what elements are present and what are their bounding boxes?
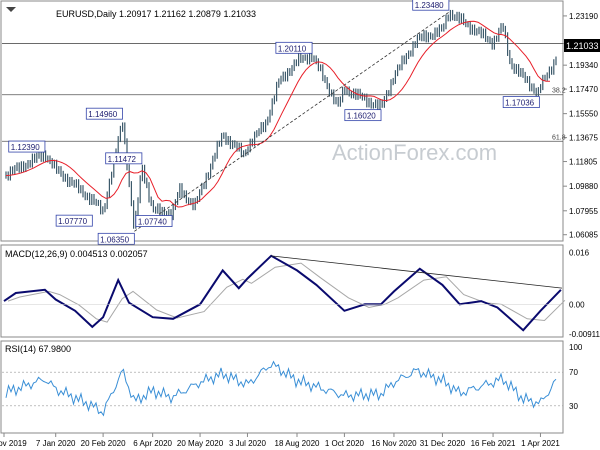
x-tick-label-9: 31 Dec 2020	[420, 439, 466, 448]
price-tick-label-9: 1.06085	[569, 231, 598, 240]
dropdown-arrow-icon[interactable]	[6, 7, 16, 12]
macd-tick-label-2: -0.009116	[569, 330, 600, 339]
price-label-box	[275, 41, 313, 54]
price-tick-labels: 1.23190 1.19340 1.17470 1.15550 1.13675 1.118…	[563, 12, 598, 240]
current-price-box	[564, 39, 600, 52]
x-tick-label-11: 1 Apr 2021	[521, 439, 560, 448]
price-label-box	[135, 215, 173, 227]
macd-line	[3, 254, 562, 332]
fib-level-382: 38.2	[552, 88, 566, 95]
macd-panel-frame	[0, 244, 564, 338]
x-tick-label-3: 6 Apr 2020	[133, 439, 172, 448]
price-tick-label-7: 1.09880	[569, 182, 598, 191]
x-axis: 20 Nov 2019 7 Jan 2020 20 Feb 2020 6 Apr 20…	[0, 433, 560, 448]
rsi-panel: RSI(14) 67.9800 100 70 30	[0, 340, 583, 434]
price-label: 1.20110	[278, 44, 307, 53]
x-tick-label-1: 7 Jan 2020	[36, 439, 76, 448]
rsi-panel-frame	[0, 340, 564, 434]
price-label-box	[8, 140, 46, 153]
rsi-title: RSI(14) 67.9800	[5, 344, 71, 354]
price-label: 1.07740	[138, 218, 167, 227]
macd-tick-label-0: 0.016	[569, 249, 590, 258]
price-labels: 1.23480 1.20110 1.16020 1.17036 1.14960 1.123…	[8, 0, 540, 245]
price-label: 1.14960	[88, 110, 117, 119]
macd-signal-line	[7, 262, 566, 323]
price-label-box	[55, 214, 93, 227]
macd-title: MACD(12,26,9) 0.004513 0.002057	[5, 249, 148, 259]
price-label-box	[344, 109, 382, 122]
rsi-tick-labels: 100 70 30	[569, 343, 583, 411]
moving-average-line	[5, 20, 550, 208]
current-price-label: 1.21033	[566, 41, 599, 51]
x-tick-label-7: 1 Oct 2020	[325, 439, 365, 448]
macd-trendline	[271, 255, 563, 289]
trend-channel-line	[134, 11, 450, 232]
price-tick-label-2: 1.19340	[569, 61, 598, 70]
price-label: 1.23480	[415, 1, 444, 10]
price-label: 1.07770	[58, 217, 87, 226]
price-label-box	[502, 96, 540, 108]
price-label: 1.17036	[505, 99, 534, 108]
macd-tick-labels: 0.016 0.00 -0.009116	[569, 249, 600, 339]
price-tick-label-5: 1.13675	[569, 134, 598, 143]
price-label: 1.06350	[100, 235, 129, 244]
rsi-tick-label-0: 100	[569, 343, 583, 352]
macd-lines	[2, 254, 566, 332]
price-label: 1.11472	[108, 155, 137, 164]
price-tick-label-6: 1.11805	[569, 158, 598, 167]
rsi-tick-label-1: 70	[569, 368, 578, 377]
price-tick-label-0: 1.23190	[569, 12, 598, 21]
price-panel-frame	[0, 0, 564, 242]
rsi-tick-label-2: 30	[569, 402, 578, 411]
price-label-box	[97, 232, 135, 245]
price-tick-label-8: 1.07955	[569, 207, 598, 216]
price-label: 1.12390	[11, 143, 40, 152]
price-tick-label-3: 1.17470	[569, 85, 598, 94]
price-label-box	[412, 0, 450, 11]
price-label-box	[105, 152, 143, 165]
x-tick-label-2: 20 Feb 2020	[81, 439, 126, 448]
rsi-line	[5, 360, 557, 417]
price-label: 1.16020	[347, 112, 376, 121]
price-tick-label-4: 1.15550	[569, 110, 598, 119]
rsi-lines	[2, 360, 563, 417]
price-label-box	[85, 107, 123, 120]
macd-tick-label-1: 0.00	[569, 300, 585, 309]
watermark: ActionForex.com	[332, 140, 497, 165]
x-tick-label-6: 18 Aug 2020	[275, 439, 320, 448]
x-tick-label-8: 16 Nov 2020	[371, 439, 417, 448]
price-title: EURUSD,Daily 1.20917 1.21162 1.20879 1.2…	[56, 9, 256, 19]
x-tick-label-0: 20 Nov 2019	[0, 439, 27, 448]
fib-level-618: 61.8	[552, 134, 566, 141]
price-panel: EURUSD,Daily 1.20917 1.21162 1.20879 1.2…	[0, 0, 600, 245]
macd-panel: MACD(12,26,9) 0.004513 0.002057 0.0160.0…	[0, 244, 600, 339]
x-tick-label-5: 3 Jul 2020	[229, 439, 266, 448]
x-tick-label-4: 20 May 2020	[177, 439, 224, 448]
x-tick-label-10: 16 Feb 2021	[471, 439, 516, 448]
